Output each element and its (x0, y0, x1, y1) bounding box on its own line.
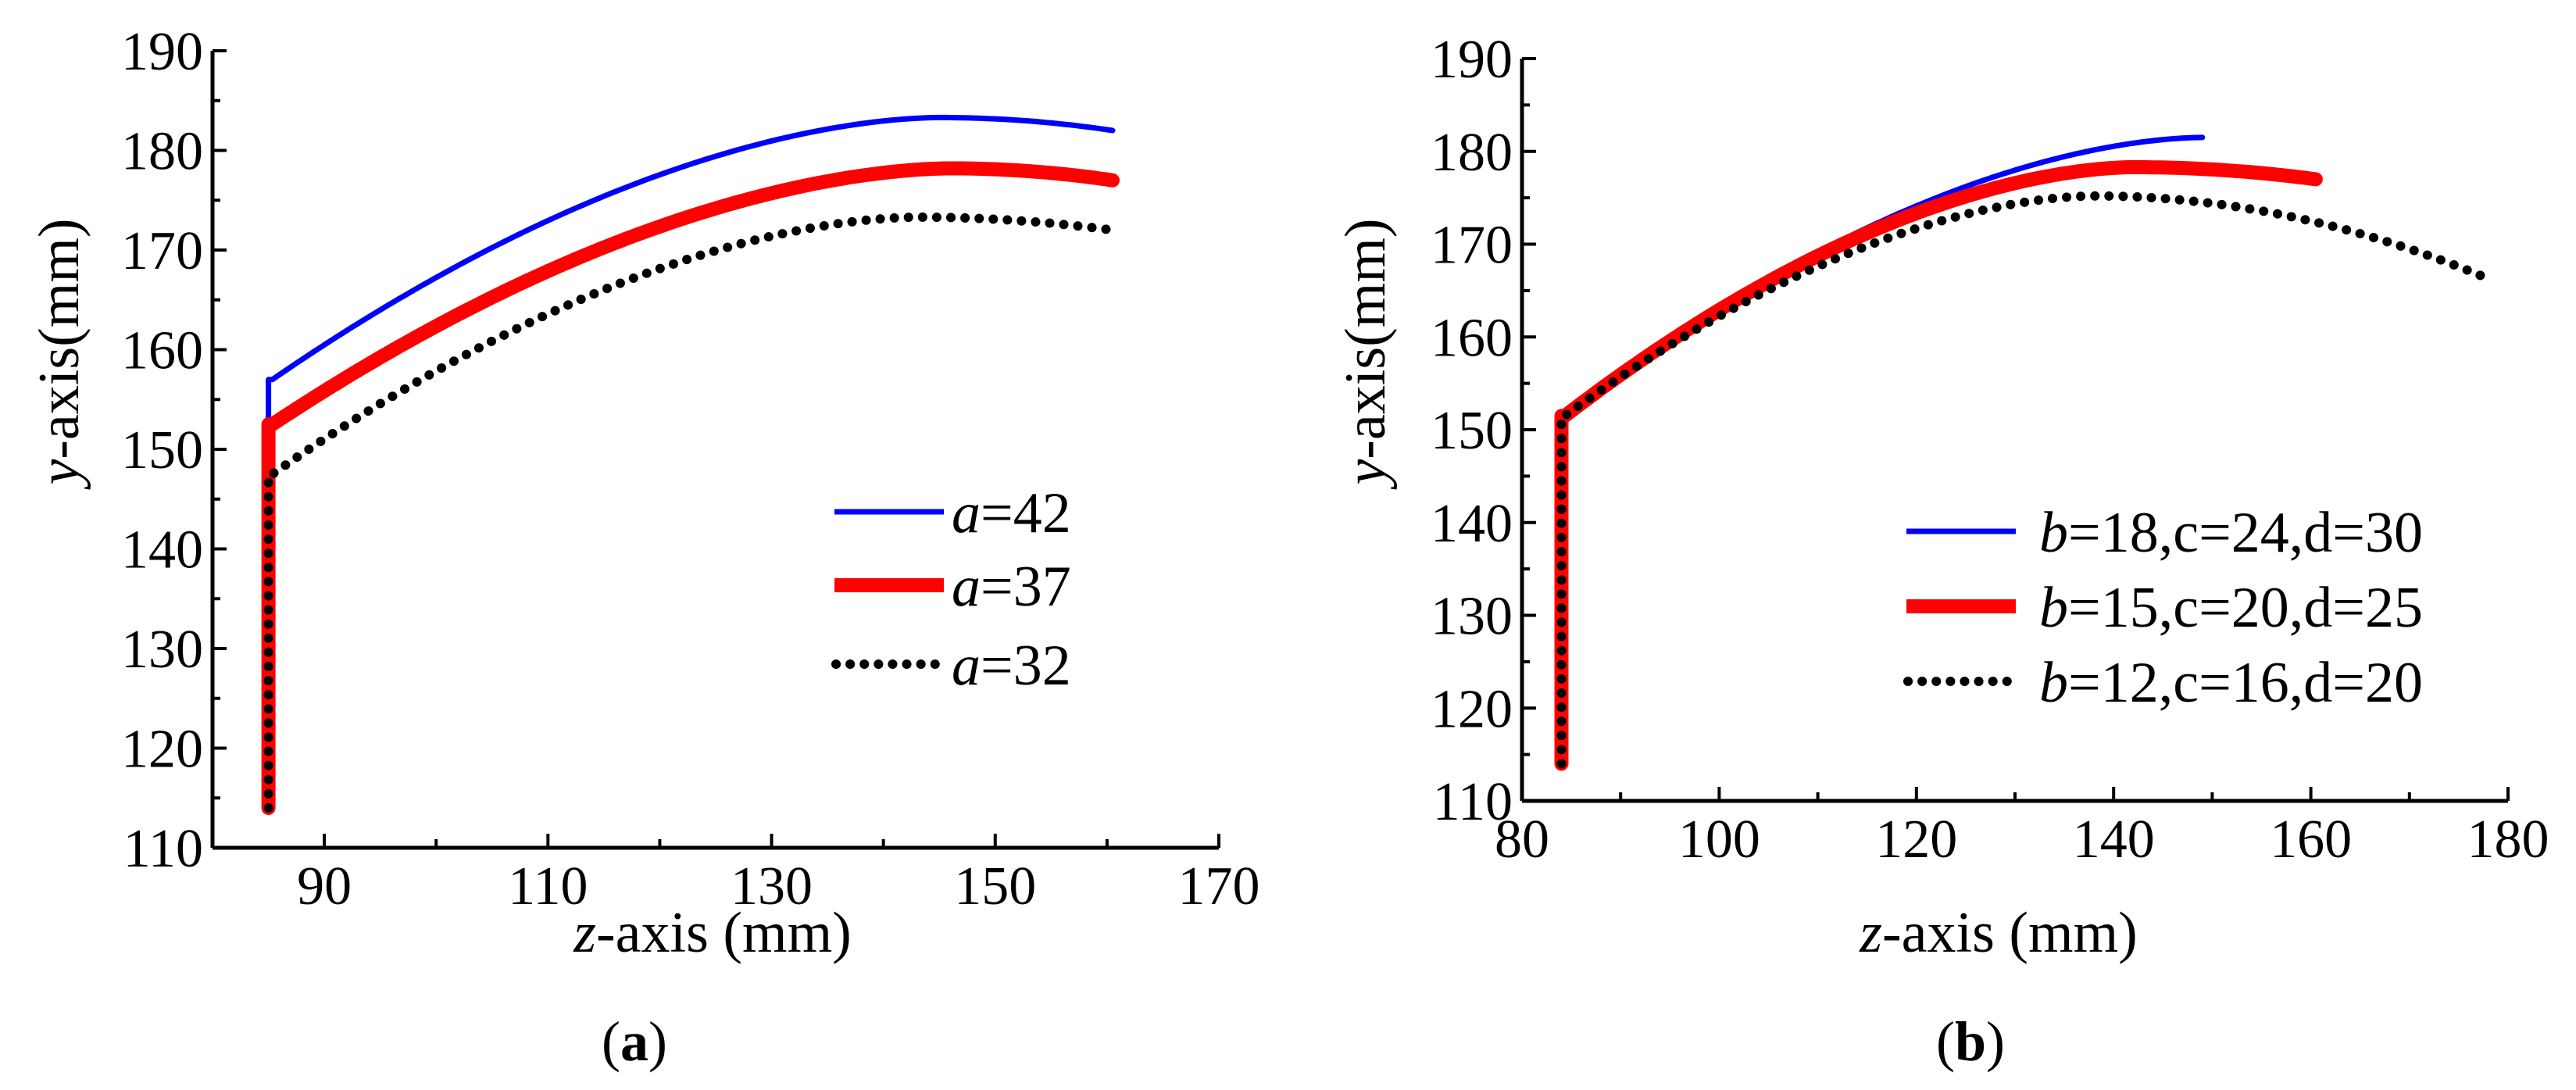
x-tick-label: 120 (1875, 809, 1957, 870)
y-axis-title: y-axis(mm) (1334, 218, 1398, 490)
axes-layer (1520, 57, 2510, 803)
legend-label-a32: a=32 (952, 634, 1071, 698)
x-axis-var: z (1859, 901, 1882, 965)
y-tick-label: 120 (1431, 679, 1513, 739)
legend-value: =12,c=16,d=20 (2068, 651, 2423, 715)
x-tick-label: 150 (954, 856, 1036, 917)
x-tick-label: 90 (297, 856, 352, 917)
y-tick-label: 130 (121, 620, 203, 680)
y-tick-label: 120 (121, 720, 203, 780)
legend-var: b (2039, 576, 2068, 640)
x-tick-label: 110 (508, 856, 588, 917)
legend-label-a37: a=37 (952, 555, 1071, 619)
y-tick-label: 140 (1431, 494, 1513, 554)
legend-value: =42 (981, 481, 1071, 545)
panel-label-close: ) (648, 1010, 667, 1073)
y-tick-label: 180 (1431, 123, 1513, 183)
y-tick-label: 160 (121, 321, 203, 381)
panel-label-letter: b (1955, 1010, 1986, 1073)
legend-label-b15: b=15,c=20,d=25 (2039, 576, 2423, 640)
x-tick-label: 180 (2467, 809, 2549, 870)
y-axis-rest: -axis(mm) (1334, 218, 1398, 459)
y-tick-label: 190 (1431, 30, 1513, 90)
y-tick-label: 140 (121, 520, 203, 581)
y-tick-label: 190 (121, 22, 203, 82)
series-layer (261, 114, 1120, 815)
legend-var: b (2039, 651, 2068, 715)
legend-label-a42: a=42 (952, 481, 1071, 545)
x-axis-var: z (573, 901, 596, 965)
y-tick-label: 110 (123, 819, 203, 879)
legend: b=18,c=24,d=30 b=15,c=20,d=25 b=12,c=16,… (1903, 501, 2423, 715)
y-tick-label: 180 (121, 122, 203, 182)
x-axis-title: z-axis (mm) (573, 901, 852, 965)
y-tick-label: 170 (1431, 216, 1513, 276)
legend-value: =15,c=20,d=25 (2068, 576, 2423, 640)
tick-labels: 110 120 130 140 150 160 170 180 190 90 110 130 150 17… (121, 22, 1260, 917)
x-axis-rest: -axis (mm) (1882, 901, 2138, 965)
legend: a=42 a=37 a=32 (831, 481, 1071, 698)
legend-var: a (952, 555, 981, 619)
legend-var: b (2039, 501, 2068, 565)
series-line-a-37 (261, 161, 1120, 815)
axes-layer (210, 49, 1220, 850)
y-tick-label: 150 (1431, 401, 1513, 461)
y-tick-label: 150 (121, 420, 203, 481)
x-tick-label: 80 (1495, 809, 1549, 870)
x-tick-label: 100 (1678, 809, 1760, 870)
y-tick-label: 130 (1431, 587, 1513, 647)
series-line-b-12-c-16-d-20 (1556, 191, 2488, 769)
panel-label-a: (a) (602, 1010, 667, 1073)
x-tick-label: 130 (731, 856, 813, 917)
panel-label-b: (b) (1936, 1010, 2005, 1073)
y-axis-var: y (1334, 459, 1398, 491)
x-tick-label: 140 (2073, 809, 2155, 870)
y-tick-label: 160 (1431, 308, 1513, 368)
series-line-a-42 (266, 114, 1116, 811)
legend-label-b12: b=12,c=16,d=20 (2039, 651, 2423, 715)
x-axis-rest: -axis (mm) (596, 901, 852, 965)
series-line-a-32 (263, 212, 1117, 813)
legend-var: a (952, 634, 981, 698)
y-axis-rest: -axis(mm) (27, 218, 91, 459)
chart-panel-a: 110 120 130 140 150 160 170 180 190 90 110 130 150 17… (27, 22, 1260, 1073)
y-tick-label: 110 (1433, 772, 1513, 832)
legend-label-b18: b=18,c=24,d=30 (2039, 501, 2423, 565)
series-layer (1554, 134, 2488, 771)
panel-label-open: ( (1936, 1010, 1955, 1073)
chart-panel-b: 110 120 130 140 150 160 170 180 190 80 100 120 140 16… (1334, 30, 2549, 1073)
y-tick-label: 170 (121, 221, 203, 281)
y-axis-var: y (27, 459, 91, 491)
panel-label-close: ) (1986, 1010, 2005, 1073)
x-tick-label: 160 (2270, 809, 2352, 870)
tick-labels: 110 120 130 140 150 160 170 180 190 80 100 120 140 16… (1431, 30, 2549, 870)
legend-var: a (952, 481, 981, 545)
x-axis-title: z-axis (mm) (1859, 901, 2138, 965)
legend-value: =32 (981, 634, 1071, 698)
panel-label-letter: a (620, 1010, 648, 1073)
x-tick-label: 170 (1178, 856, 1260, 917)
legend-value: =18,c=24,d=30 (2068, 501, 2423, 565)
y-axis-title: y-axis(mm) (27, 218, 91, 490)
panel-label-open: ( (602, 1010, 620, 1073)
legend-value: =37 (981, 555, 1071, 619)
